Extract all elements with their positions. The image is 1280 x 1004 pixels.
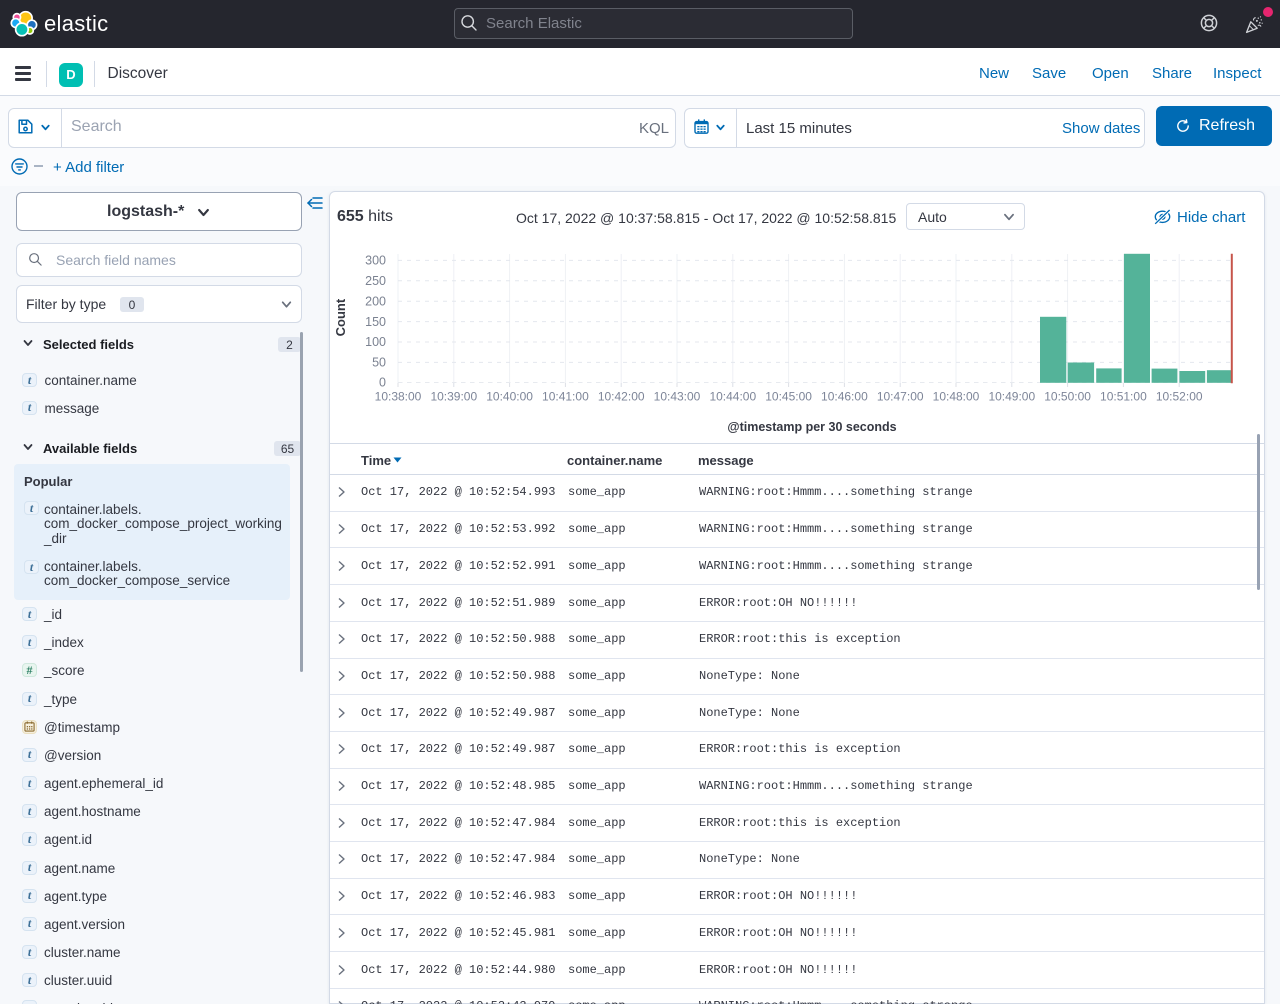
svg-text:10:38:00: 10:38:00 xyxy=(375,390,422,404)
svg-text:10:41:00: 10:41:00 xyxy=(542,390,589,404)
svg-text:10:47:00: 10:47:00 xyxy=(877,390,924,404)
svg-text:10:48:00: 10:48:00 xyxy=(933,390,980,404)
svg-text:10:51:00: 10:51:00 xyxy=(1100,390,1147,404)
svg-text:300: 300 xyxy=(365,254,386,268)
svg-text:10:50:00: 10:50:00 xyxy=(1044,390,1091,404)
svg-text:50: 50 xyxy=(372,356,386,370)
svg-text:100: 100 xyxy=(365,335,386,349)
svg-text:10:46:00: 10:46:00 xyxy=(821,390,868,404)
svg-text:10:40:00: 10:40:00 xyxy=(486,390,533,404)
svg-text:10:43:00: 10:43:00 xyxy=(654,390,701,404)
svg-text:10:39:00: 10:39:00 xyxy=(430,390,477,404)
svg-text:10:42:00: 10:42:00 xyxy=(598,390,645,404)
svg-text:10:52:00: 10:52:00 xyxy=(1156,390,1203,404)
svg-text:10:44:00: 10:44:00 xyxy=(709,390,756,404)
svg-text:150: 150 xyxy=(365,315,386,329)
svg-text:Count: Count xyxy=(333,298,348,336)
svg-text:10:49:00: 10:49:00 xyxy=(988,390,1035,404)
svg-text:0: 0 xyxy=(379,376,386,390)
svg-text:10:45:00: 10:45:00 xyxy=(765,390,812,404)
svg-text:200: 200 xyxy=(365,294,386,308)
svg-text:250: 250 xyxy=(365,274,386,288)
